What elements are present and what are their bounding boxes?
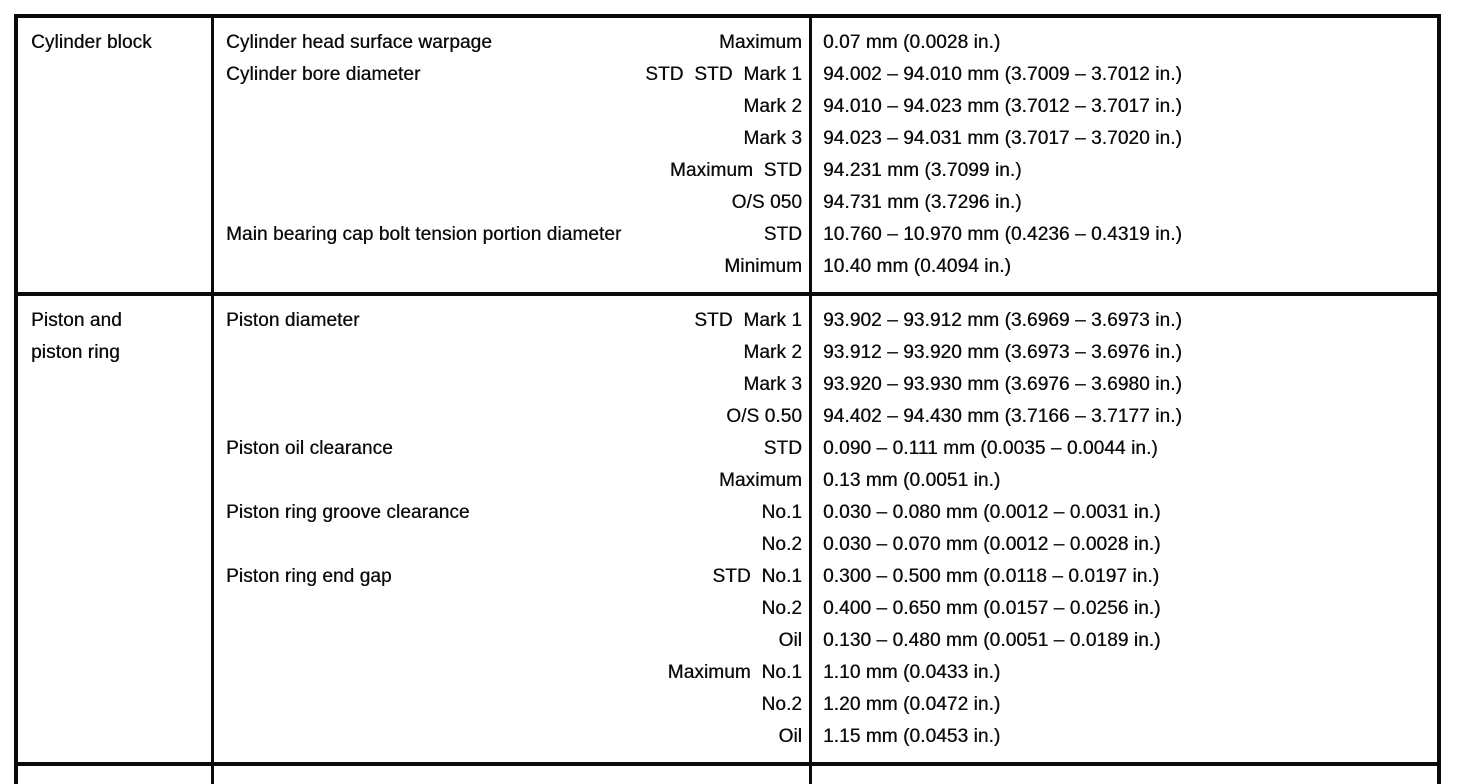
spec-cell: Cylinder head surface warpage Maximum Cyli… — [214, 18, 812, 292]
spec-value: 94.010 – 94.023 mm (3.7012 – 3.7017 in.) — [823, 96, 1182, 117]
spec-value: 10.40 mm (0.4094 in.) — [823, 256, 1011, 277]
spec-qualifier-label: Oil — [778, 630, 802, 651]
spec-qualifier-label: Minimum — [724, 256, 802, 277]
spec-value: 1.15 mm (0.0453 in.) — [823, 726, 1001, 747]
spec-item-label: Cylinder head surface warpage — [226, 32, 492, 53]
spec-qualifier-label: No.2 — [761, 694, 802, 715]
spec-line: Mark 3 — [214, 369, 809, 401]
spec-line: O/S 0.50 — [214, 401, 809, 433]
spec-item-label: Piston ring groove clearance — [226, 502, 470, 523]
spec-table: Cylinder block Cylinder head surface warp… — [14, 14, 1441, 784]
spec-value: 1.20 mm (0.0472 in.) — [823, 694, 1001, 715]
spec-value: 0.030 – 0.070 mm (0.0012 – 0.0028 in.) — [823, 534, 1161, 555]
spec-value: 0.300 – 0.500 mm (0.0118 – 0.0197 in.) — [823, 566, 1160, 587]
spec-cell — [214, 766, 812, 784]
spec-line: Cylinder bore diameter STD STD Mark 1 — [214, 59, 809, 91]
spec-qualifier-label: STD No.1 — [712, 566, 802, 587]
spec-line: Piston diameter STD Mark 1 — [214, 305, 809, 337]
spec-line: Oil — [214, 721, 809, 753]
spec-qualifier-label: STD — [763, 224, 802, 245]
table-section — [18, 762, 1437, 784]
spec-value: 0.090 – 0.111 mm (0.0035 – 0.0044 in.) — [823, 438, 1158, 459]
spec-value: 1.10 mm (0.0433 in.) — [823, 662, 1001, 683]
table-section: Piston and piston ring Piston diameter STD … — [18, 292, 1437, 762]
spec-value: 0.13 mm (0.0051 in.) — [823, 470, 1001, 491]
component-label: Piston and — [31, 310, 122, 331]
spec-qualifier-label: Mark 3 — [743, 374, 802, 395]
spec-value: 0.030 – 0.080 mm (0.0012 – 0.0031 in.) — [823, 502, 1161, 523]
spec-item-label: Piston ring end gap — [226, 566, 392, 587]
spec-qualifier-label: Mark 2 — [743, 96, 802, 117]
spec-item-label: Piston diameter — [226, 310, 360, 331]
spec-value: 10.760 – 10.970 mm (0.4236 – 0.4319 in.) — [823, 224, 1182, 245]
spec-item-label: Cylinder bore diameter — [226, 64, 421, 85]
spec-qualifier-label: No.2 — [761, 534, 802, 555]
spec-qualifier-label: No.2 — [761, 598, 802, 619]
spec-line: Piston oil clearance STD — [214, 433, 809, 465]
spec-qualifier-label: Mark 2 — [743, 342, 802, 363]
spec-cell: Piston diameter STD Mark 1 Mark 2 Mark 3 O/S… — [214, 296, 812, 762]
spec-value: 0.130 – 0.480 mm (0.0051 – 0.0189 in.) — [823, 630, 1161, 651]
value-cell: 93.902 – 93.912 mm (3.6969 – 3.6973 in.)… — [812, 296, 1437, 762]
value-cell: 0.07 mm (0.0028 in.) 94.002 – 94.010 mm (… — [812, 18, 1437, 292]
spec-value: 93.920 – 93.930 mm (3.6976 – 3.6980 in.) — [823, 374, 1182, 395]
spec-line: No.2 — [214, 529, 809, 561]
spec-line: Mark 3 — [214, 123, 809, 155]
spec-qualifier-label: O/S 0.50 — [726, 406, 802, 427]
table-section: Cylinder block Cylinder head surface warp… — [18, 18, 1437, 292]
spec-value: 94.731 mm (3.7296 in.) — [823, 192, 1022, 213]
component-cell: Piston and piston ring — [18, 296, 214, 762]
spec-line: Piston ring groove clearance No.1 — [214, 497, 809, 529]
spec-value: 94.023 – 94.031 mm (3.7017 – 3.7020 in.) — [823, 128, 1182, 149]
component-cell — [18, 766, 214, 784]
spec-line: Oil — [214, 625, 809, 657]
spec-line: Piston ring end gap STD No.1 — [214, 561, 809, 593]
spec-item-label: Piston oil clearance — [226, 438, 393, 459]
spec-line: Maximum STD — [214, 155, 809, 187]
spec-value: 94.402 – 94.430 mm (3.7166 – 3.7177 in.) — [823, 406, 1182, 427]
spec-line: Minimum — [214, 251, 809, 283]
spec-item-label: Main bearing cap bolt tension portion di… — [226, 224, 622, 245]
spec-line: Cylinder head surface warpage Maximum — [214, 27, 809, 59]
spec-line: No.2 — [214, 689, 809, 721]
component-label: Cylinder block — [31, 32, 152, 53]
spec-qualifier-label: STD — [763, 438, 802, 459]
spec-qualifier-label: Maximum STD — [669, 160, 802, 181]
spec-line: No.2 — [214, 593, 809, 625]
spec-line: Main bearing cap bolt tension portion di… — [214, 219, 809, 251]
spec-qualifier-label: No.1 — [761, 502, 802, 523]
spec-value: 93.912 – 93.920 mm (3.6973 – 3.6976 in.) — [823, 342, 1182, 363]
spec-value: 93.902 – 93.912 mm (3.6969 – 3.6973 in.) — [823, 310, 1182, 331]
spec-qualifier-label: Maximum No.1 — [667, 662, 802, 683]
value-cell — [812, 766, 1437, 784]
spec-qualifier-label: STD Mark 1 — [694, 310, 802, 331]
component-label: piston ring — [31, 342, 120, 363]
spec-value: 94.231 mm (3.7099 in.) — [823, 160, 1022, 181]
component-cell: Cylinder block — [18, 18, 214, 292]
document-page: Cylinder block Cylinder head surface warp… — [14, 14, 1441, 784]
spec-qualifier-label: STD STD Mark 1 — [645, 64, 802, 85]
spec-line: Maximum No.1 — [214, 657, 809, 689]
spec-qualifier-label: Maximum — [718, 32, 802, 53]
spec-value: 0.07 mm (0.0028 in.) — [823, 32, 1001, 53]
spec-value: 0.400 – 0.650 mm (0.0157 – 0.0256 in.) — [823, 598, 1161, 619]
spec-qualifier-label: Oil — [778, 726, 802, 747]
spec-line: O/S 050 — [214, 187, 809, 219]
spec-value: 94.002 – 94.010 mm (3.7009 – 3.7012 in.) — [823, 64, 1182, 85]
spec-qualifier-label: Mark 3 — [743, 128, 802, 149]
spec-line: Maximum — [214, 465, 809, 497]
spec-line: Mark 2 — [214, 337, 809, 369]
spec-qualifier-label: Maximum — [718, 470, 802, 491]
spec-line: Mark 2 — [214, 91, 809, 123]
spec-qualifier-label: O/S 050 — [731, 192, 802, 213]
